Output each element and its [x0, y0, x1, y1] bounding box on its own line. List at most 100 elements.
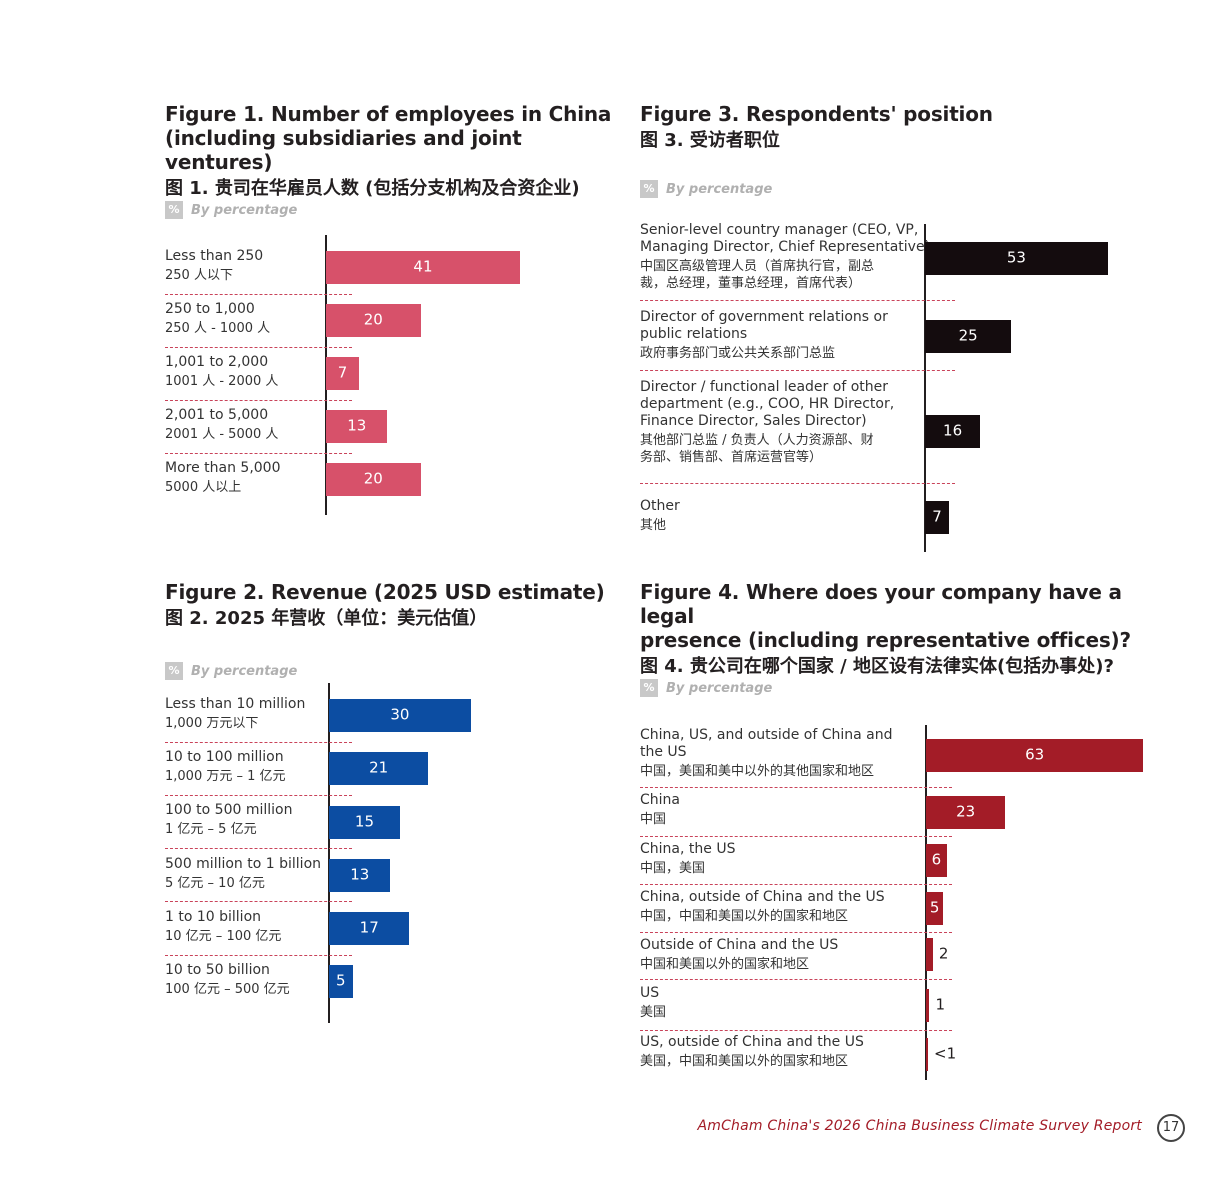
category-label-zh: 美国，中国和美国以外的国家和地区 — [640, 1054, 849, 1069]
figure-3-title: Figure 3. Respondents' position — [640, 102, 993, 126]
bar — [329, 805, 400, 839]
figure-1: Figure 1. Number of employees in China (… — [165, 102, 625, 202]
category-label: China, the US 中国，美国 — [640, 841, 735, 877]
bar — [926, 843, 947, 877]
category-label-zh: 中国，美国和美中以外的其他国家和地区 — [640, 764, 875, 779]
row-divider — [165, 955, 352, 956]
bar — [925, 500, 950, 534]
category-label-en: Less than 10 million — [165, 696, 306, 712]
bar-value-label: 13 — [347, 416, 367, 435]
category-label: Director / functional leader of other de… — [640, 379, 894, 466]
category-label: China, US, and outside of China and the … — [640, 727, 893, 780]
category-label-en: Senior-level country manager (CEO, VP, M… — [640, 222, 931, 255]
category-label: Less than 10 million 1,000 万元以下 — [165, 696, 305, 732]
category-label-en: China — [640, 792, 680, 808]
row-divider — [165, 400, 352, 401]
row-divider — [165, 453, 352, 454]
figure-2-title-zh: 图 2. 2025 年营收（单位：美元估值） — [165, 608, 488, 629]
bar-value-label: 23 — [956, 802, 976, 821]
category-label-zh: 其他 — [640, 518, 667, 533]
category-label-zh: 1,000 万元 – 1 亿元 — [165, 769, 286, 784]
category-label-en: 1,001 to 2,000 — [165, 354, 269, 370]
category-label-zh: 250 人以下 — [165, 268, 233, 283]
category-label: 1,001 to 2,000 1001 人 - 2000 人 — [165, 354, 278, 390]
bar — [925, 414, 981, 448]
bar — [326, 409, 388, 443]
bar-value-label: 20 — [363, 469, 383, 488]
row-divider — [640, 370, 955, 371]
bar — [926, 738, 1144, 772]
bar — [926, 988, 930, 1022]
category-label: US, outside of China and the US 美国，中国和美国以… — [640, 1034, 864, 1070]
bar — [329, 858, 391, 892]
bar — [326, 250, 520, 284]
category-label-zh: 政府事务部门或公共关系部门总监 — [640, 346, 836, 361]
chart-axis — [328, 683, 330, 1023]
bar-value-label: <1 — [934, 1044, 957, 1063]
category-label-zh: 中国，美国 — [640, 861, 706, 876]
category-label: 10 to 50 billion 100 亿元 – 500 亿元 — [165, 962, 290, 998]
category-label-en: 100 to 500 million — [165, 802, 293, 818]
category-label: More than 5,000 5000 人以上 — [165, 460, 281, 496]
figure-2: Figure 2. Revenue (2025 USD estimate) 图 … — [165, 580, 625, 632]
figure-1-unit-label: % By percentage — [165, 201, 297, 219]
bar-value-label: 1 — [935, 995, 945, 1014]
category-label-zh: 10 亿元 – 100 亿元 — [165, 929, 282, 944]
figure-2-title: Figure 2. Revenue (2025 USD estimate) — [165, 580, 605, 604]
category-label-zh: 1,000 万元以下 — [165, 716, 259, 731]
figure-3-title-zh: 图 3. 受访者职位 — [640, 130, 780, 151]
bar-value-label: 6 — [931, 850, 942, 869]
category-label: US 美国 — [640, 985, 666, 1021]
category-label: 500 million to 1 billion 5 亿元 – 10 亿元 — [165, 856, 321, 892]
page-number: 17 — [1157, 1114, 1185, 1142]
percent-icon: % — [640, 180, 658, 198]
category-label-en: 500 million to 1 billion — [165, 856, 322, 872]
bar-value-label: 16 — [943, 421, 963, 440]
category-label: China 中国 — [640, 792, 680, 828]
category-label-en: More than 5,000 — [165, 460, 281, 476]
category-label-zh: 中国 — [640, 812, 667, 827]
bar — [925, 241, 1108, 275]
row-divider — [640, 836, 952, 837]
category-label: Other 其他 — [640, 498, 680, 534]
category-label-zh: 2001 人 - 5000 人 — [165, 427, 279, 442]
category-label-en: 10 to 50 billion — [165, 962, 270, 978]
percent-icon: % — [165, 201, 183, 219]
report-footer: AmCham China's 2026 China Business Clima… — [697, 1118, 1142, 1134]
category-label-en: Other — [640, 498, 680, 514]
category-label: Director of government relations or publ… — [640, 309, 888, 362]
bar — [329, 964, 353, 998]
figure-2-unit-label: % By percentage — [165, 662, 297, 680]
bar — [926, 795, 1006, 829]
category-label: 250 to 1,000 250 人 - 1000 人 — [165, 301, 270, 337]
category-label-en: 2,001 to 5,000 — [165, 407, 269, 423]
bar-value-label: 20 — [363, 310, 383, 329]
bar-value-label: 53 — [1006, 248, 1026, 267]
figure-4-unit-label: % By percentage — [640, 679, 772, 697]
by-percentage-text: By percentage — [191, 663, 298, 679]
category-label-zh: 中国和美国以外的国家和地区 — [640, 957, 810, 972]
row-divider — [165, 795, 352, 796]
category-label: China, outside of China and the US 中国，中国和… — [640, 889, 885, 925]
row-divider — [165, 901, 352, 902]
bar-value-label: 15 — [354, 812, 375, 831]
category-label-en: Outside of China and the US — [640, 937, 839, 953]
bar — [326, 303, 421, 337]
bar-value-label: 2 — [938, 944, 949, 963]
by-percentage-text: By percentage — [666, 680, 773, 696]
row-divider — [165, 347, 352, 348]
category-label-zh: 5000 人以上 — [165, 480, 242, 495]
row-divider — [640, 1030, 952, 1031]
category-label-zh: 中国，中国和美国以外的国家和地区 — [640, 909, 849, 924]
bar-value-label: 7 — [932, 507, 942, 526]
bar — [329, 911, 410, 945]
row-divider — [640, 932, 952, 933]
category-label-en: China, US, and outside of China and the … — [640, 727, 893, 760]
bar-value-label: 41 — [413, 257, 433, 276]
row-divider — [640, 884, 952, 885]
category-label: Senior-level country manager (CEO, VP, M… — [640, 222, 930, 292]
by-percentage-text: By percentage — [191, 202, 298, 218]
row-divider — [165, 848, 352, 849]
bar — [329, 698, 471, 732]
category-label-en: 250 to 1,000 — [165, 301, 255, 317]
